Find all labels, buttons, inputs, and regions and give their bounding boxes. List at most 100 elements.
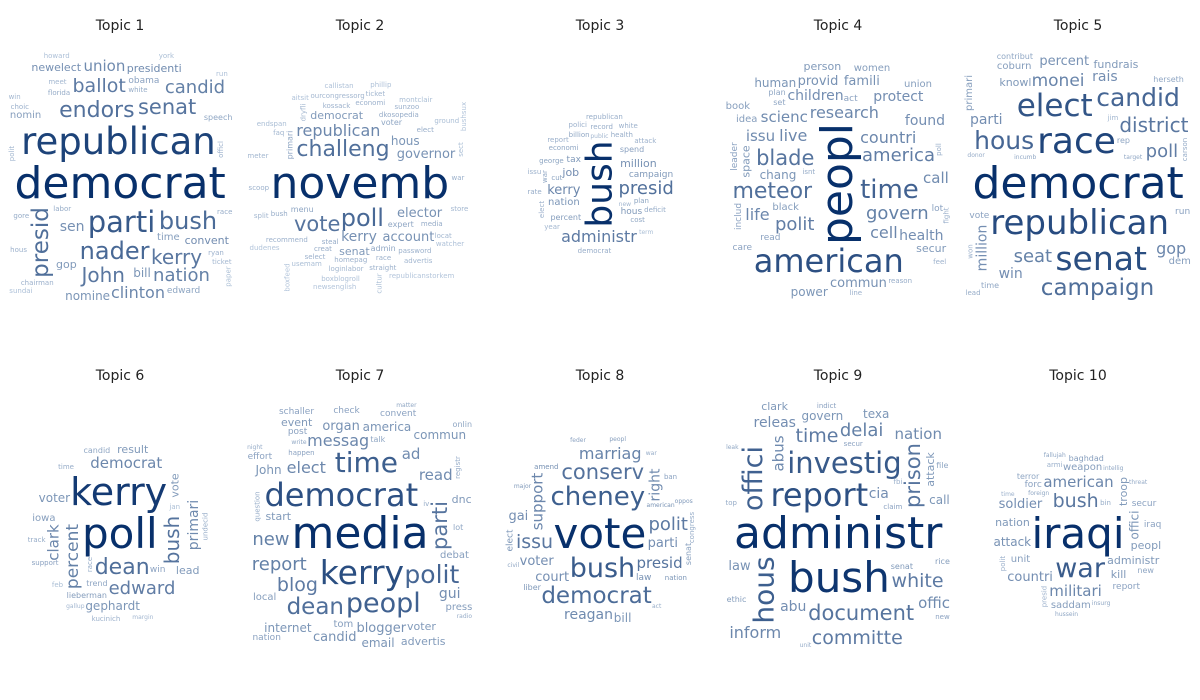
cloud-word: select (304, 252, 326, 261)
cloud-word: rice (935, 557, 950, 567)
cloud-word: care (732, 242, 753, 253)
cloud-word: terror (1016, 471, 1040, 481)
cloud-word: meteor (732, 179, 813, 205)
cloud-word: vote (293, 212, 341, 236)
cloud-word: governor (396, 147, 456, 163)
cloud-word: blogger (356, 620, 407, 636)
cloud-word: nomin (9, 110, 42, 122)
cloud-word: loginlabor (328, 265, 364, 274)
cloud-word: polit (774, 213, 815, 235)
cloud-word: phillip (370, 81, 392, 90)
cloud-word: govern (866, 202, 929, 224)
cloud-word: advertis (404, 256, 433, 265)
cloud-word: poll (340, 204, 384, 233)
cloud-word: issu (745, 127, 776, 146)
cloud-word: american (646, 502, 675, 510)
cloud-word: question (253, 491, 262, 522)
cloud-word: contribut (996, 51, 1033, 61)
cloud-word: attack (634, 136, 657, 145)
cloud-word: provid (797, 73, 839, 89)
cloud-word: issu (527, 168, 542, 177)
cloud-word: expert (387, 219, 414, 229)
topic-title: Topic 3 (575, 18, 625, 34)
cloud-word: soldier (998, 497, 1043, 513)
cloud-word: kerry (150, 244, 203, 269)
cloud-word: meet (48, 78, 67, 87)
cloud-word: novemb (270, 157, 450, 209)
cloud-word: percent (1039, 53, 1090, 69)
cloud-word: elect (1016, 87, 1093, 124)
cloud-word: act (651, 602, 662, 610)
cloud-word: civil (507, 561, 520, 569)
cloud-word: campaign (1040, 274, 1155, 301)
cloud-word: sundai (9, 286, 33, 295)
cloud-word: new (935, 612, 950, 621)
cloud-word: republican (990, 202, 1170, 243)
cloud-word: liber (523, 583, 541, 593)
cloud-word: top (725, 498, 737, 507)
cloud-word: presidenti (126, 62, 182, 76)
cloud-word: polit (404, 559, 460, 589)
cloud-word: undecid (201, 512, 210, 541)
cloud-word: gallup (66, 603, 85, 611)
cloud-word: countri (1007, 569, 1053, 585)
cloud-word: call (923, 168, 949, 187)
cloud-word: blade (756, 145, 815, 170)
cloud-word: senat (890, 562, 913, 572)
cloud-word: marriag (578, 443, 642, 463)
cloud-word: nation (995, 516, 1030, 530)
cloud-word: bill (613, 611, 632, 626)
cloud-word: carson (1181, 137, 1190, 162)
cloud-word: life (745, 204, 770, 224)
cloud-word: union (83, 56, 126, 75)
cloud-word: public (590, 132, 609, 140)
cloud-word: secur (843, 440, 863, 449)
cloud-word: book (725, 101, 751, 113)
cloud-word: dean (94, 555, 150, 581)
cloud-word: donor (967, 152, 985, 160)
cloud-word: attack (993, 535, 1032, 550)
cloud-word: internet (264, 620, 312, 635)
cloud-word: nation (894, 425, 942, 444)
cloud-word: feder (570, 437, 586, 445)
cloud-word: district (1119, 113, 1189, 138)
cloud-word: jan (169, 503, 181, 512)
cloud-word: incumb (1014, 154, 1037, 162)
cloud-word: candid (313, 630, 357, 646)
cloud-word: senat (1055, 238, 1147, 278)
cloud-word: iv (423, 500, 430, 509)
cloud-word: feel (933, 257, 947, 266)
cloud-word: sunzoo (394, 103, 420, 112)
cloud-word: children (787, 88, 844, 105)
cloud-word: congress (687, 511, 696, 543)
topic-title: Topic 8 (575, 368, 625, 384)
cloud-word: peopl (345, 588, 421, 619)
cloud-word: edward (108, 577, 176, 599)
cloud-word: report (1112, 582, 1141, 593)
cloud-word: cell (870, 223, 898, 243)
cloud-word: job (562, 165, 580, 179)
cloud-word: media (291, 507, 429, 559)
cloud-word: union (904, 78, 932, 90)
cloud-word: cost (630, 215, 645, 224)
cloud-word: cia (868, 486, 889, 503)
cloud-word: hous (974, 126, 1035, 156)
cloud-word: gore (13, 212, 30, 221)
cloud-word: kerry (547, 183, 581, 199)
cloud-word: candid (1096, 82, 1180, 112)
cloud-word: war (451, 173, 465, 182)
cloud-word: militari (1049, 582, 1102, 601)
cloud-word: includ (733, 203, 744, 231)
cloud-word: newsenglish (313, 283, 357, 292)
cloud-word: won (966, 244, 975, 259)
cloud-word: email (361, 636, 395, 651)
cloud-word: white (891, 570, 944, 593)
cloud-word: endspan (256, 120, 287, 129)
cloud-word: nation (548, 196, 580, 208)
topic-panel: Topic 3 bush presid administr kerry job millio… (485, 18, 715, 318)
cloud-word: press (445, 601, 473, 613)
cloud-word: feb (51, 581, 64, 590)
cloud-word: dean (286, 593, 344, 620)
cloud-word: black (772, 202, 799, 214)
cloud-word: iraq (1143, 519, 1162, 530)
